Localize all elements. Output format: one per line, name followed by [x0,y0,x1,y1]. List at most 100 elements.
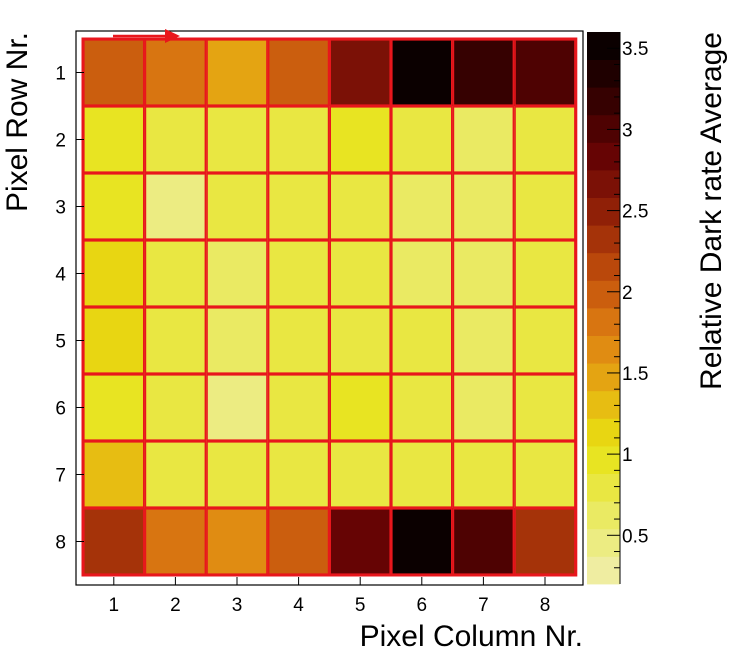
heatmap-cell [514,240,577,308]
heatmap-cell [83,508,146,576]
x-tick-label: 4 [293,595,304,616]
heatmap-cell [329,508,392,576]
heatmap-cell [452,508,515,576]
y-tick-label: 2 [55,131,66,152]
heatmap-cell [83,39,146,107]
pixel-outline [452,106,515,174]
heatmap-cell [206,307,269,375]
pixel-outline [390,173,453,241]
plot-frame [75,30,584,586]
pixel-outline [329,106,392,174]
pixel-outline [144,373,207,441]
pixel-grid-border [81,37,578,577]
colorbar-bin [587,308,620,336]
heatmap-cell [83,240,146,308]
readout-direction-arrow [113,29,180,43]
arrow-head [165,29,180,43]
colorbar-bin [587,142,620,171]
colorbar-bin [587,32,620,60]
heatmap-cell [267,39,330,107]
heatmap-cell [452,441,515,509]
heatmap-cell [267,173,330,241]
heatmap-cell [452,240,515,308]
y-axis-ticks: 1 2 3 4 5 6 7 8 [55,64,84,554]
colorbar-bin [587,473,620,502]
pixel-outline [329,373,392,441]
pixel-outline [390,373,453,441]
colorbar-tick-label: 2.5 [622,202,648,223]
heatmap-cell [267,240,330,308]
y-tick-label: 5 [55,332,66,353]
x-tick-label: 7 [478,595,489,616]
x-tick-label: 2 [170,595,181,616]
heatmap-cell [206,441,269,509]
pixel-outline [452,306,515,374]
colorbar-bin [587,225,620,254]
heatmap-cell [329,307,392,375]
heatmap-cell [391,39,454,107]
x-tick-label: 1 [109,595,120,616]
heatmap-cell [329,39,392,107]
pixel-outline [390,440,453,508]
heatmap-cell [514,39,577,107]
colorbar-ticks: 0.5 1 1.5 2 2.5 3 3.5 [607,32,648,584]
y-tick-label: 8 [55,533,66,554]
colorbar-tick-label: 1.5 [622,364,648,385]
heatmap-cell [144,307,207,375]
heatmap-cell [206,106,269,174]
pixel-outline [206,106,268,174]
heatmap-cell [83,106,146,174]
heatmap-cell [144,508,207,576]
colorbar-tick-label: 2 [622,283,633,304]
pixel-outline [267,173,330,241]
x-tick-label: 3 [232,595,243,616]
colorbar-bin [587,335,620,364]
x-axis-title: Pixel Column Nr. [360,620,583,649]
pixel-outline [452,440,515,508]
colorbar-bin [587,390,620,419]
heatmap-cell [206,374,269,442]
x-tick-label: 8 [540,595,551,616]
heatmap-cell [514,307,577,375]
heatmap-cell [206,240,269,308]
heatmap-cell [83,173,146,241]
pixel-outline [206,440,268,508]
pixel-outline [390,306,453,374]
heatmap-cell [329,240,392,308]
y-tick-label: 7 [55,466,66,487]
heatmap-cell [144,240,207,308]
heatmap-cell [83,307,146,375]
colorbar-bin [587,59,620,88]
heatmap-cell [267,307,330,375]
colorbar-bin [587,446,620,474]
pixel-outline [390,240,453,308]
colorbar-title: Relative Dark rate Average [695,32,728,390]
heatmap-cell [514,441,577,509]
heatmap-cell [514,173,577,241]
pixel-outline [329,240,392,308]
pixel-outline [267,440,330,508]
pixel-outline [206,373,268,441]
pixel-outline [144,106,207,174]
colorbar-tick-label: 0.5 [622,526,648,547]
heatmap-cell [329,106,392,174]
colorbar-bin [587,197,620,226]
pixel-outline [144,240,207,308]
x-tick-label: 6 [417,595,428,616]
heatmap-cell [206,39,269,107]
colorbar-tick-label: 3.5 [622,39,648,60]
pixel-outline [329,440,392,508]
pixel-outline [144,306,207,374]
pixel-outline [452,240,515,308]
colorbar-tick-label: 3 [622,120,633,141]
y-axis-title: Pixel Row Nr. [1,32,34,212]
pixel-outline [206,173,268,241]
heatmap-cell [452,307,515,375]
colorbar-bin [587,87,620,116]
colorbar-bin [587,252,620,281]
heatmap-cell [83,441,146,509]
heatmap-cell [391,106,454,174]
x-tick-label: 5 [355,595,366,616]
heatmap-cell [267,374,330,442]
